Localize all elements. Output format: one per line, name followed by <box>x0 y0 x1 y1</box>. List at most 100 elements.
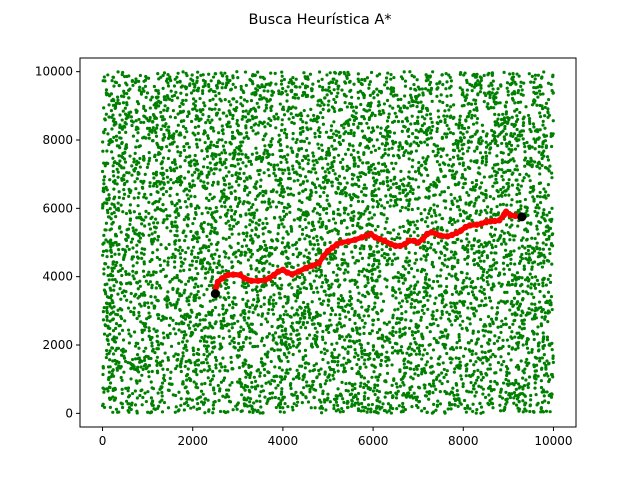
node-point <box>246 273 250 277</box>
node-point <box>529 393 533 398</box>
node-point <box>154 270 158 274</box>
node-point <box>193 133 197 137</box>
node-point <box>456 393 460 397</box>
node-point <box>297 332 301 336</box>
node-point <box>205 175 209 179</box>
node-point <box>452 370 456 374</box>
node-point <box>154 130 158 135</box>
node-point <box>236 380 240 384</box>
node-point <box>309 127 313 131</box>
node-point <box>382 102 387 106</box>
node-point <box>305 94 310 98</box>
node-point <box>424 73 428 77</box>
node-point <box>481 387 485 391</box>
node-point <box>535 247 539 251</box>
node-point <box>431 317 435 321</box>
node-point <box>193 85 197 89</box>
node-point <box>198 96 202 101</box>
node-point <box>523 278 528 282</box>
node-point <box>160 394 164 398</box>
node-point <box>330 342 334 346</box>
node-point <box>399 348 403 352</box>
node-point <box>428 80 433 85</box>
node-point <box>495 382 499 386</box>
node-point <box>506 263 510 267</box>
node-point <box>344 232 349 236</box>
node-point <box>412 275 416 279</box>
node-point <box>535 278 540 282</box>
node-point <box>384 164 388 168</box>
node-point <box>288 367 292 371</box>
node-point <box>106 240 110 244</box>
node-point <box>135 243 139 247</box>
node-point <box>255 258 259 263</box>
node-point <box>439 268 443 272</box>
node-point <box>175 166 179 170</box>
node-point <box>261 189 265 193</box>
node-point <box>545 213 549 217</box>
node-point <box>311 379 315 384</box>
node-point <box>543 315 547 319</box>
node-point <box>461 209 466 213</box>
node-point <box>407 101 411 105</box>
node-point <box>318 212 322 217</box>
node-point <box>172 132 176 136</box>
node-point <box>339 221 344 225</box>
node-point <box>227 120 231 124</box>
node-point <box>401 265 405 269</box>
node-point <box>326 162 330 166</box>
node-point <box>378 400 382 404</box>
node-point <box>185 93 189 97</box>
node-point <box>423 117 427 121</box>
node-point <box>272 348 276 353</box>
node-point <box>301 129 305 134</box>
node-point <box>506 231 510 235</box>
node-point <box>178 252 182 256</box>
node-point <box>280 283 284 287</box>
node-point <box>493 354 497 358</box>
node-point <box>480 253 484 258</box>
node-point <box>405 365 409 370</box>
node-point <box>245 234 249 238</box>
node-point <box>445 247 449 251</box>
node-point <box>109 288 113 292</box>
node-point <box>410 165 414 169</box>
node-point <box>120 127 124 131</box>
node-point <box>530 145 534 149</box>
node-point <box>114 312 118 316</box>
node-point <box>111 310 115 314</box>
node-point <box>138 85 142 89</box>
node-point <box>119 315 123 319</box>
node-point <box>512 383 516 387</box>
node-point <box>360 78 364 82</box>
node-point <box>415 78 419 82</box>
node-point <box>144 95 148 99</box>
node-point <box>427 389 432 394</box>
node-point <box>362 212 366 216</box>
node-point <box>371 171 375 175</box>
node-point <box>218 157 222 161</box>
node-point <box>206 369 210 373</box>
node-point <box>513 101 517 105</box>
node-point <box>108 365 112 369</box>
node-point <box>133 344 138 348</box>
node-point <box>500 194 504 198</box>
node-point <box>411 177 415 181</box>
node-point <box>504 189 508 193</box>
node-point <box>436 362 440 366</box>
node-point <box>205 340 209 344</box>
node-point <box>305 384 309 388</box>
node-point <box>254 87 258 91</box>
node-point <box>462 73 466 77</box>
node-point <box>340 380 344 384</box>
node-point <box>414 88 418 92</box>
node-point <box>179 403 183 407</box>
node-point <box>412 349 416 353</box>
node-point <box>168 166 172 170</box>
node-point <box>428 294 432 298</box>
node-point <box>123 319 127 323</box>
node-point <box>167 382 171 386</box>
node-point <box>103 164 107 168</box>
node-point <box>378 131 383 135</box>
node-point <box>162 336 166 340</box>
